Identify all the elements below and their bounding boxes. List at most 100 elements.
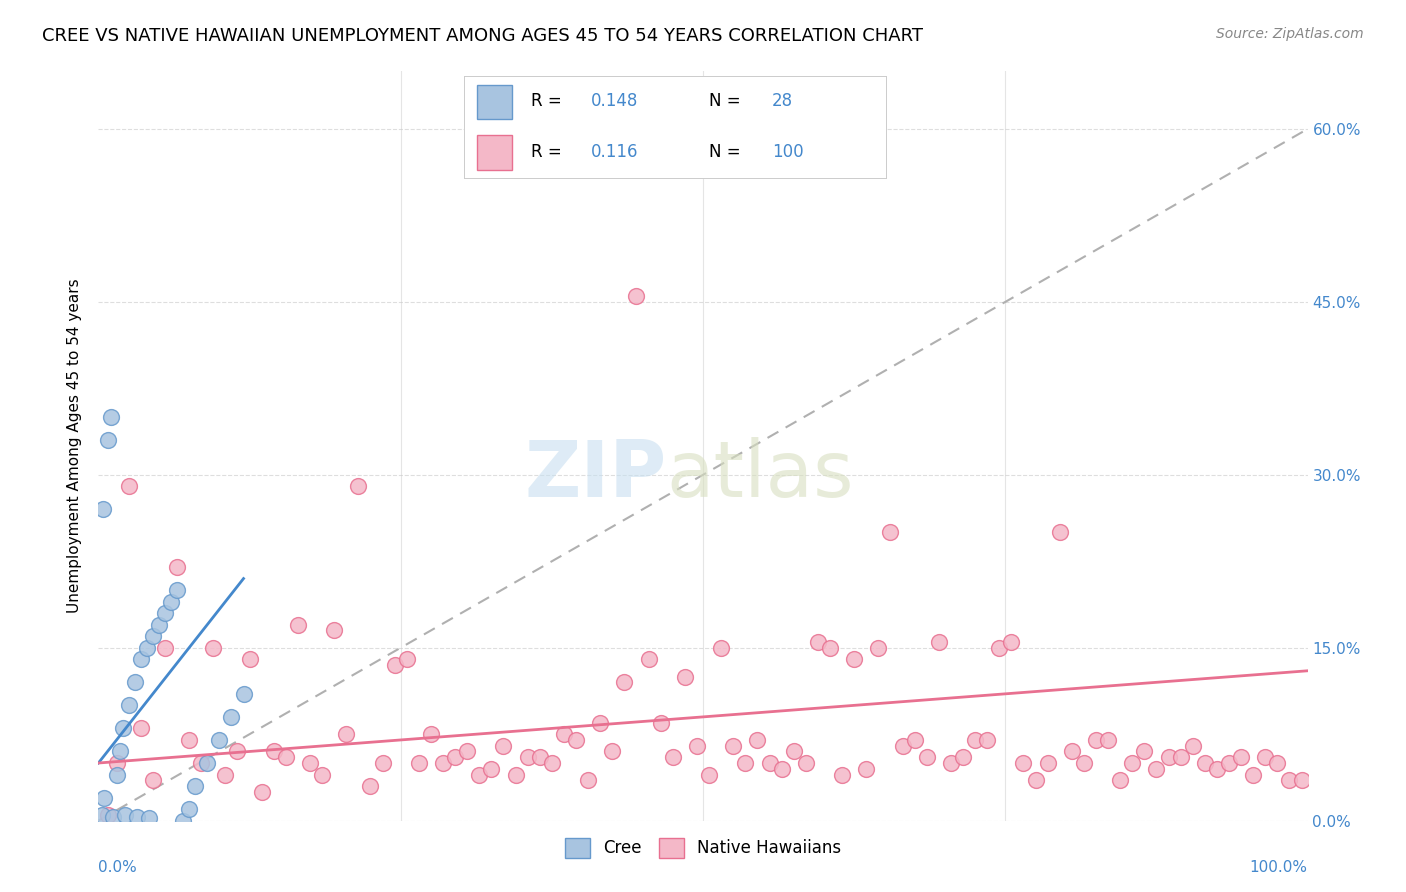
Point — [114, 808, 136, 822]
Point — [1146, 762, 1168, 776]
Point — [1025, 773, 1047, 788]
Point — [127, 810, 149, 824]
Point — [1170, 750, 1192, 764]
Text: 100.0%: 100.0% — [1250, 860, 1308, 874]
Point — [576, 773, 599, 788]
Point — [637, 652, 659, 666]
Point — [172, 814, 194, 828]
Point — [138, 811, 160, 825]
Point — [855, 762, 877, 776]
Point — [988, 640, 1011, 655]
Text: 100: 100 — [772, 143, 803, 161]
Text: R =: R = — [531, 143, 568, 161]
Point — [1073, 756, 1095, 770]
Point — [153, 640, 176, 655]
Point — [166, 583, 188, 598]
Point — [101, 810, 124, 824]
Point — [274, 750, 297, 764]
Point — [723, 739, 745, 753]
Point — [844, 652, 866, 666]
Point — [650, 715, 672, 730]
Point — [747, 733, 769, 747]
Point — [589, 715, 612, 730]
Point — [166, 560, 188, 574]
Text: 28: 28 — [772, 93, 793, 111]
Point — [190, 756, 212, 770]
Point — [395, 652, 418, 666]
Point — [323, 624, 346, 638]
Point — [195, 756, 218, 770]
Point — [1049, 525, 1071, 540]
Point — [626, 289, 648, 303]
Point — [868, 640, 890, 655]
Point — [904, 733, 927, 747]
Point — [142, 773, 165, 788]
Point — [118, 479, 141, 493]
Point — [202, 640, 225, 655]
Point — [1121, 756, 1143, 770]
Text: 0.148: 0.148 — [591, 93, 638, 111]
Point — [1109, 773, 1132, 788]
Y-axis label: Unemployment Among Ages 45 to 54 years: Unemployment Among Ages 45 to 54 years — [67, 278, 83, 614]
Point — [758, 756, 780, 770]
Point — [794, 756, 817, 770]
Point — [1097, 733, 1119, 747]
Point — [540, 756, 562, 770]
Point — [360, 779, 382, 793]
Point — [299, 756, 322, 770]
Point — [831, 767, 853, 781]
Point — [939, 756, 962, 770]
Text: CREE VS NATIVE HAWAIIAN UNEMPLOYMENT AMONG AGES 45 TO 54 YEARS CORRELATION CHART: CREE VS NATIVE HAWAIIAN UNEMPLOYMENT AMO… — [42, 27, 924, 45]
Point — [1133, 744, 1156, 758]
Text: ZIP: ZIP — [524, 437, 666, 513]
Point — [710, 640, 733, 655]
Point — [135, 640, 157, 655]
Point — [1278, 773, 1301, 788]
Point — [602, 744, 624, 758]
Point — [613, 675, 636, 690]
Point — [91, 502, 114, 516]
Point — [891, 739, 914, 753]
Text: R =: R = — [531, 93, 568, 111]
Point — [232, 687, 254, 701]
Point — [1254, 750, 1277, 764]
Point — [1291, 773, 1313, 788]
Point — [1085, 733, 1108, 747]
Point — [111, 722, 134, 736]
Point — [1000, 635, 1022, 649]
Point — [226, 744, 249, 758]
Point — [432, 756, 454, 770]
Point — [553, 727, 575, 741]
Point — [371, 756, 394, 770]
Point — [976, 733, 998, 747]
Point — [1241, 767, 1264, 781]
Point — [1267, 756, 1289, 770]
Point — [105, 767, 128, 781]
FancyBboxPatch shape — [477, 135, 512, 169]
Point — [879, 525, 901, 540]
Point — [287, 617, 309, 632]
Legend: Cree, Native Hawaiians: Cree, Native Hawaiians — [558, 831, 848, 864]
Point — [492, 739, 515, 753]
Point — [818, 640, 841, 655]
Point — [1194, 756, 1216, 770]
Point — [734, 756, 756, 770]
Point — [565, 733, 588, 747]
Point — [697, 767, 720, 781]
Point — [118, 698, 141, 713]
Point — [481, 762, 503, 776]
Point — [105, 756, 128, 770]
Point — [770, 762, 793, 776]
Point — [915, 750, 938, 764]
Text: Source: ZipAtlas.com: Source: ZipAtlas.com — [1216, 27, 1364, 41]
Point — [221, 710, 243, 724]
Text: 0.116: 0.116 — [591, 143, 638, 161]
Point — [311, 767, 333, 781]
Point — [1218, 756, 1240, 770]
Point — [384, 658, 406, 673]
Point — [1230, 750, 1253, 764]
Point — [347, 479, 370, 493]
Point — [444, 750, 467, 764]
Point — [250, 785, 273, 799]
Point — [91, 808, 114, 822]
